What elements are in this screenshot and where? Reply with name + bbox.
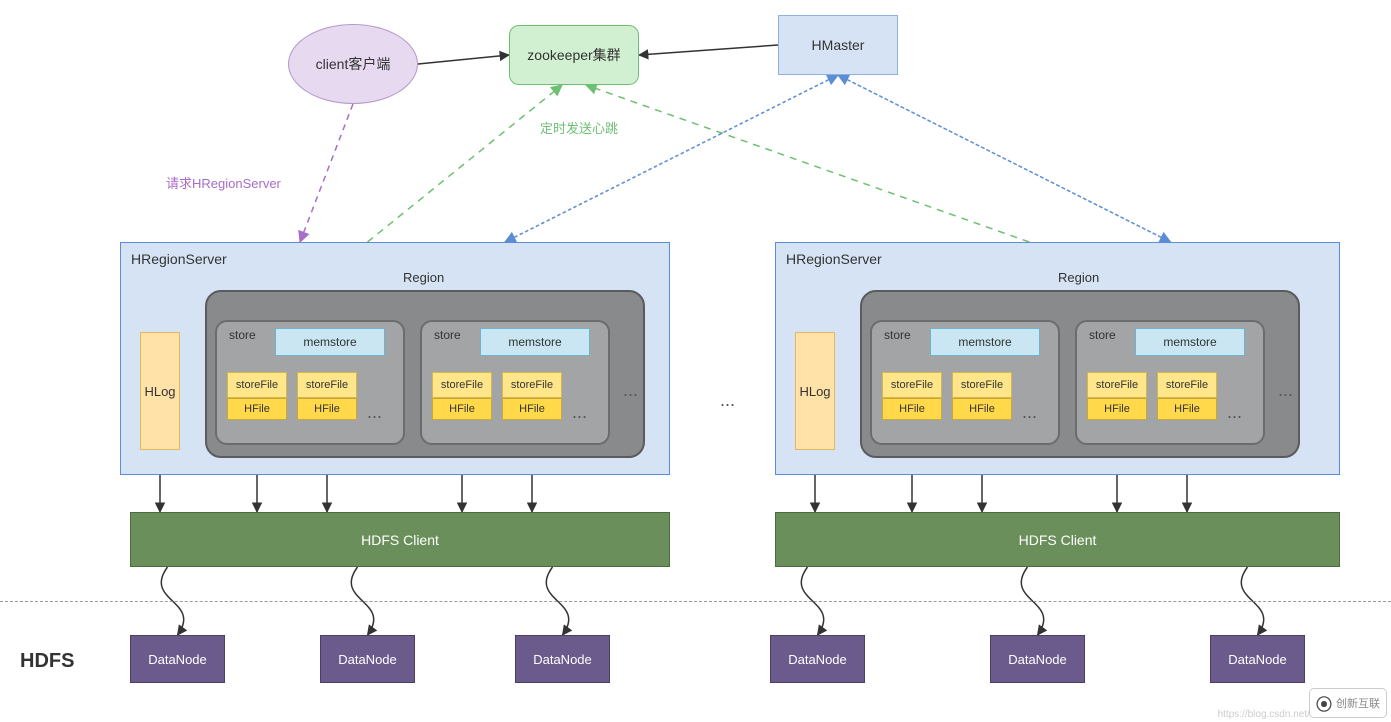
region-ellipsis: ... (623, 380, 638, 401)
hfile-box: HFile (432, 398, 492, 420)
hfile-box: HFile (297, 398, 357, 420)
datanode-box: DataNode (770, 635, 865, 683)
brand-logo: ⦿ 创新互联 (1309, 688, 1387, 718)
store-ellipsis: ... (1227, 402, 1242, 423)
storefile-box: storeFile (1157, 372, 1217, 398)
hregionserver-title: HRegionServer (131, 251, 227, 267)
storefile-box: storeFile (502, 372, 562, 398)
storefile-box: storeFile (952, 372, 1012, 398)
datanode-box: DataNode (130, 635, 225, 683)
store-label: store (434, 328, 461, 342)
storefile-box: storeFile (1087, 372, 1147, 398)
hfile-box: HFile (502, 398, 562, 420)
datanode-box: DataNode (320, 635, 415, 683)
storefile-box: storeFile (432, 372, 492, 398)
hdfs-client-box: HDFS Client (775, 512, 1340, 567)
edge-label-req_hregion: 请求HRegionServer (166, 173, 281, 192)
hfile-box: HFile (1087, 398, 1147, 420)
hdfs-label: HDFS (20, 650, 74, 673)
memstore-box: memstore (1135, 328, 1245, 356)
store-label: store (884, 328, 911, 342)
hmaster-node: HMaster (778, 15, 898, 75)
hrs-ellipsis: ... (720, 390, 735, 411)
region-ellipsis: ... (1278, 380, 1293, 401)
store-ellipsis: ... (1022, 402, 1037, 423)
datanode-box: DataNode (1210, 635, 1305, 683)
hlog-box: HLog (795, 332, 835, 450)
hdfs-separator (0, 601, 1391, 602)
brand-text: 创新互联 (1336, 695, 1380, 711)
store-ellipsis: ... (572, 402, 587, 423)
edge-label-heartbeat: 定时发送心跳 (540, 118, 618, 137)
store-ellipsis: ... (367, 402, 382, 423)
hfile-box: HFile (952, 398, 1012, 420)
memstore-box: memstore (480, 328, 590, 356)
storefile-box: storeFile (297, 372, 357, 398)
hfile-box: HFile (1157, 398, 1217, 420)
hdfs-client-box: HDFS Client (130, 512, 670, 567)
datanode-box: DataNode (990, 635, 1085, 683)
hlog-box: HLog (140, 332, 180, 450)
region-label: Region (403, 270, 444, 285)
hfile-box: HFile (882, 398, 942, 420)
datanode-box: DataNode (515, 635, 610, 683)
hfile-box: HFile (227, 398, 287, 420)
memstore-box: memstore (275, 328, 385, 356)
client-node: client客户端 (288, 24, 418, 104)
storefile-box: storeFile (882, 372, 942, 398)
region-label: Region (1058, 270, 1099, 285)
hregionserver-title: HRegionServer (786, 251, 882, 267)
zookeeper-node: zookeeper集群 (509, 25, 639, 85)
store-label: store (229, 328, 256, 342)
storefile-box: storeFile (227, 372, 287, 398)
logo-icon: ⦿ (1316, 691, 1332, 715)
memstore-box: memstore (930, 328, 1040, 356)
store-label: store (1089, 328, 1116, 342)
